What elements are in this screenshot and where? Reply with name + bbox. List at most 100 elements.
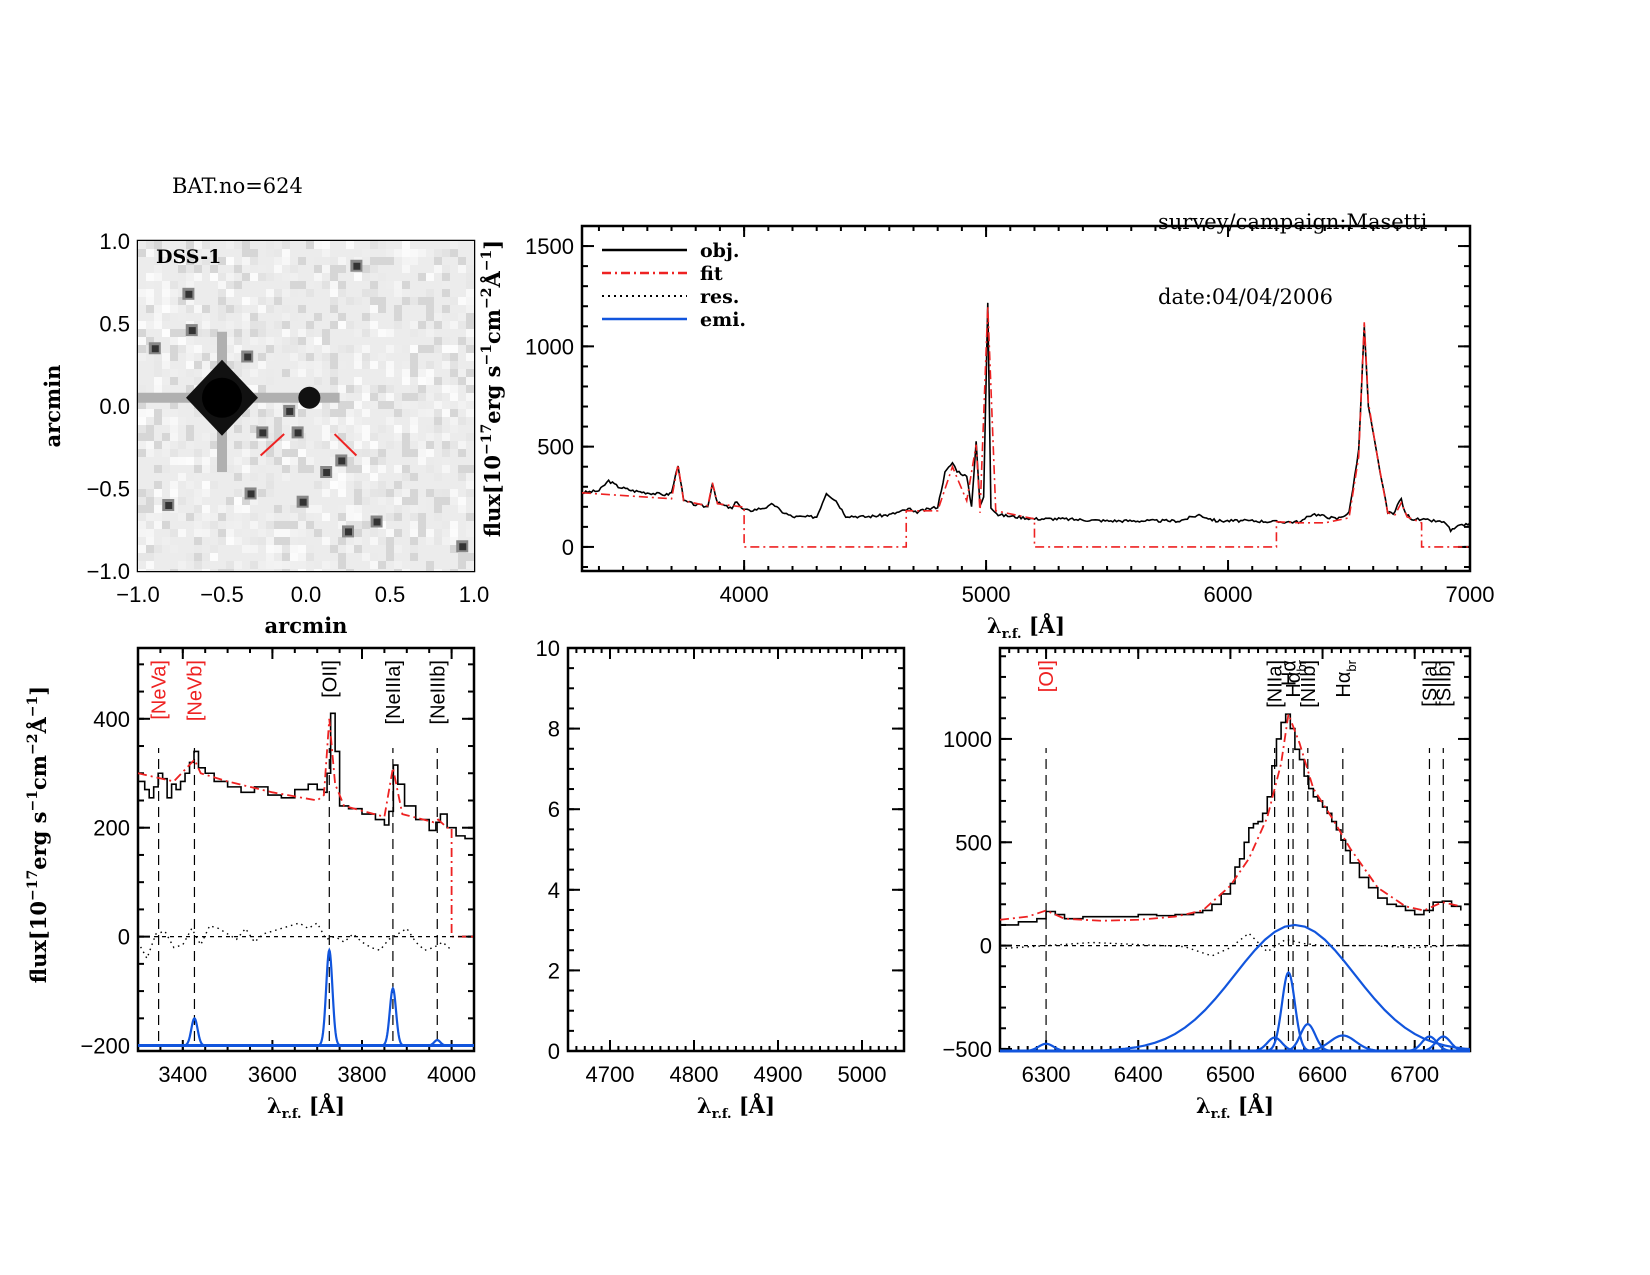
noise-pixel	[402, 561, 410, 569]
noise-pixel	[162, 305, 170, 313]
noise-pixel	[282, 569, 290, 571]
star-core	[165, 502, 173, 509]
noise-pixel	[258, 385, 266, 393]
noise-pixel	[466, 529, 474, 537]
noise-pixel	[154, 441, 162, 449]
noise-pixel	[242, 465, 250, 473]
noise-pixel	[338, 281, 346, 289]
noise-pixel	[386, 345, 394, 353]
noise-pixel	[258, 561, 266, 569]
x-tick-label: 4000	[720, 582, 769, 607]
noise-pixel	[290, 561, 298, 569]
noise-pixel	[402, 345, 410, 353]
x-tick-label: 5000	[838, 1062, 887, 1087]
noise-pixel	[210, 249, 218, 257]
noise-pixel	[298, 353, 306, 361]
noise-pixel	[250, 401, 258, 409]
noise-pixel	[250, 473, 258, 481]
noise-pixel	[410, 249, 418, 257]
noise-pixel	[170, 409, 178, 417]
y-axis-label: arcmin	[40, 365, 65, 448]
noise-pixel	[298, 409, 306, 417]
noise-pixel	[194, 377, 202, 385]
noise-pixel	[442, 289, 450, 297]
noise-pixel	[418, 513, 426, 521]
noise-pixel	[306, 345, 314, 353]
noise-pixel	[306, 553, 314, 561]
noise-pixel	[274, 425, 282, 433]
noise-pixel	[314, 345, 322, 353]
obj-spectrum-line	[1000, 713, 1462, 926]
noise-pixel	[434, 393, 442, 401]
noise-pixel	[378, 385, 386, 393]
noise-pixel	[178, 481, 186, 489]
noise-pixel	[362, 449, 370, 457]
y-tick-label: 6	[548, 797, 560, 822]
noise-pixel	[154, 273, 162, 281]
noise-pixel	[282, 241, 290, 249]
noise-pixel	[226, 353, 234, 361]
noise-pixel	[450, 297, 458, 305]
noise-pixel	[458, 265, 466, 273]
noise-pixel	[298, 281, 306, 289]
noise-pixel	[314, 313, 322, 321]
noise-pixel	[194, 473, 202, 481]
noise-pixel	[346, 409, 354, 417]
noise-pixel	[154, 265, 162, 273]
residual-line	[1000, 932, 1470, 957]
noise-pixel	[146, 489, 154, 497]
noise-pixel	[306, 457, 314, 465]
noise-pixel	[250, 385, 258, 393]
noise-pixel	[346, 473, 354, 481]
noise-pixel	[410, 545, 418, 553]
noise-pixel	[394, 393, 402, 401]
noise-pixel	[378, 481, 386, 489]
noise-pixel	[338, 489, 346, 497]
noise-pixel	[434, 569, 442, 571]
noise-pixel	[258, 465, 266, 473]
noise-pixel	[370, 257, 378, 265]
noise-pixel	[338, 537, 346, 545]
noise-pixel	[362, 425, 370, 433]
noise-pixel	[290, 449, 298, 457]
noise-pixel	[450, 361, 458, 369]
noise-pixel	[210, 433, 218, 441]
noise-pixel	[442, 401, 450, 409]
noise-pixel	[146, 321, 154, 329]
emission-component	[1262, 970, 1314, 1051]
noise-pixel	[186, 481, 194, 489]
noise-pixel	[362, 433, 370, 441]
noise-pixel	[466, 513, 474, 521]
x-axis-label: λr.f. [Å]	[1196, 1093, 1274, 1122]
noise-pixel	[154, 305, 162, 313]
noise-pixel	[442, 441, 450, 449]
noise-pixel	[362, 393, 370, 401]
noise-pixel	[266, 473, 274, 481]
fit-line	[138, 718, 474, 938]
noise-pixel	[258, 265, 266, 273]
noise-pixel	[362, 497, 370, 505]
y-tick-label: 500	[537, 435, 574, 460]
noise-pixel	[466, 297, 474, 305]
noise-pixel	[362, 313, 370, 321]
noise-pixel	[370, 441, 378, 449]
noise-pixel	[138, 545, 146, 553]
noise-pixel	[170, 417, 178, 425]
noise-pixel	[226, 521, 234, 529]
noise-pixel	[282, 337, 290, 345]
noise-pixel	[346, 457, 354, 465]
noise-pixel	[370, 305, 378, 313]
noise-pixel	[442, 249, 450, 257]
noise-pixel	[402, 497, 410, 505]
noise-pixel	[242, 505, 250, 513]
noise-pixel	[162, 449, 170, 457]
noise-pixel	[186, 297, 194, 305]
noise-pixel	[282, 289, 290, 297]
star-core	[259, 429, 267, 437]
line-label: [NIIb]	[1298, 660, 1320, 708]
noise-pixel	[274, 433, 282, 441]
noise-pixel	[250, 257, 258, 265]
y-tick-label: 1000	[943, 727, 992, 752]
noise-pixel	[282, 265, 290, 273]
noise-pixel	[242, 313, 250, 321]
